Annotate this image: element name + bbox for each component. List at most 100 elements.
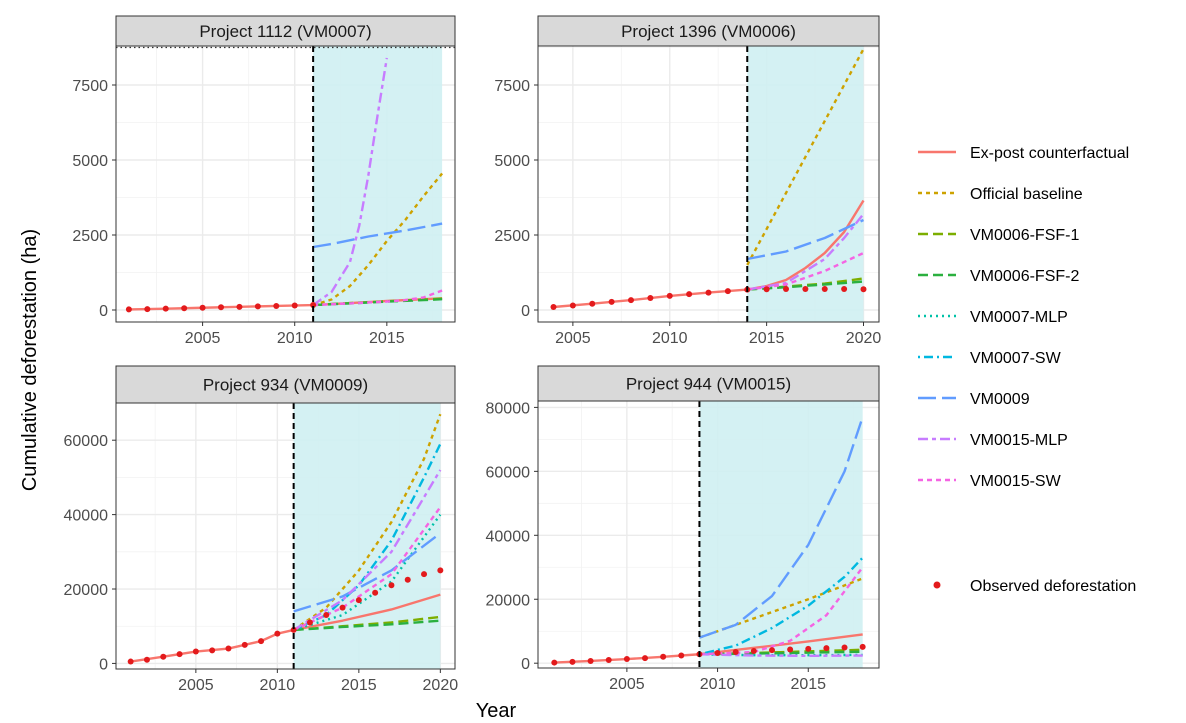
facet-strip [537,15,880,47]
facet-strip [115,365,456,404]
series-line-vm0009 [747,218,865,261]
series-lines [130,413,442,663]
observed-point [551,659,558,666]
legend: Ex-post counterfactual Official baseline V… [918,145,1136,595]
x-tick-label: 2010 [260,677,296,694]
series-line-vm0015-mlp [293,469,442,631]
facet-strip [537,365,880,402]
legend-item-vm0007-sw: VM0007-SW [918,350,1062,367]
legend-label: VM0015-SW [970,473,1062,490]
observed-point [686,291,693,298]
observed-point [291,302,298,309]
legend-item-vm0006-fsf-1: VM0006-FSF-1 [918,227,1079,244]
x-tick-label: 2015 [341,677,377,694]
observed-point [805,645,812,652]
observed-point [218,304,225,311]
x-tick-label: 2015 [749,330,785,347]
facet-panels: Project 1112 (VM0007) 2005 2010 2015 0 2500 50… [64,15,881,694]
facet-strip [115,15,456,47]
y-tick-label: 60000 [486,464,531,481]
observed-point [437,567,444,574]
legend-item-vm0015-sw: VM0015-SW [918,473,1062,490]
observed-point [254,303,261,310]
legend-item-vm0007-mlp: VM0007-MLP [918,309,1068,326]
x-tick-label: 2010 [700,676,736,693]
series-line-vm0009 [312,222,443,249]
legend-label: VM0009 [970,391,1030,408]
observed-point [787,646,794,653]
series-line-official-baseline [699,577,864,639]
observed-points [550,286,867,310]
series-line-official-baseline [292,413,442,631]
observed-point [823,645,830,652]
x-tick-label: 2020 [423,677,459,694]
y-tick-label: 40000 [64,508,109,525]
y-tick-label: 0 [99,656,108,673]
series-line-vm0015-sw [293,506,442,632]
observed-point [783,286,789,292]
legend-label: Official baseline [970,186,1083,203]
facet-title: Project 944 (VM0015) [626,375,791,394]
observed-point [569,302,576,309]
series-line-vm0006-fsf-2 [699,650,863,656]
series-line-vm0009 [293,532,442,613]
legend-item-ex-post-counterfactual: Ex-post counterfactual [918,145,1129,162]
series-line-vm0015-mlp [699,653,863,658]
x-tick-label: 2005 [185,330,221,347]
panel-1: Project 1112 (VM0007) 2005 2010 2015 0 2500 50… [72,15,456,347]
facet-title: Project 1396 (VM0006) [621,22,796,41]
observed-point [705,289,712,296]
observed-points [125,302,317,313]
series-line-official-baseline [312,172,444,307]
series-line-vm0009 [699,416,864,639]
y-tick-label: 60000 [64,433,109,450]
observed-point [258,638,265,645]
y-tick-label: 5000 [494,153,530,170]
facet-title: Project 1112 (VM0007) [199,22,371,41]
y-tick-label: 0 [521,656,530,673]
legend-label: VM0007-SW [970,350,1062,367]
observed-point [144,306,151,313]
y-tick-label: 5000 [72,153,108,170]
observed-points [127,567,444,665]
series-line-vm0007-sw [699,556,864,656]
observed-point [802,286,809,292]
observed-point [628,297,634,304]
observed-point [763,286,770,293]
observed-point [642,655,649,662]
observed-point [841,286,848,292]
observed-point [339,604,346,611]
observed-point [274,630,281,637]
x-tick-label: 2005 [555,330,591,347]
observed-point [160,653,167,660]
observed-point [678,652,685,659]
observed-point [162,305,169,312]
observed-point [660,653,667,660]
legend-label: Observed deforestation [970,578,1136,595]
observed-point [273,302,280,309]
series-line-official-baseline [746,48,865,266]
series-line-vm0015-mlp [312,57,389,307]
panel-border [537,400,880,669]
observed-point [569,658,576,665]
observed-point [125,306,132,313]
x-tick-label: 2015 [790,676,826,693]
legend-label: VM0006-FSF-1 [970,227,1079,244]
observed-point [750,648,757,655]
observed-point [181,305,188,312]
series-line-vm0015-mlp [747,213,865,291]
observed-point [666,292,673,299]
observed-point [143,656,150,663]
y-tick-label: 7500 [494,78,530,95]
y-tick-label: 0 [99,303,108,320]
y-tick-label: 20000 [64,582,109,599]
observed-point [323,612,330,619]
observed-point [860,286,867,293]
observed-point [821,286,828,292]
x-axis-title: Year [476,700,517,722]
project-period-shading [747,46,864,322]
y-axis-title: Cumulative deforestation (ha) [19,229,41,491]
observed-point [310,302,317,309]
observed-points [551,643,866,666]
